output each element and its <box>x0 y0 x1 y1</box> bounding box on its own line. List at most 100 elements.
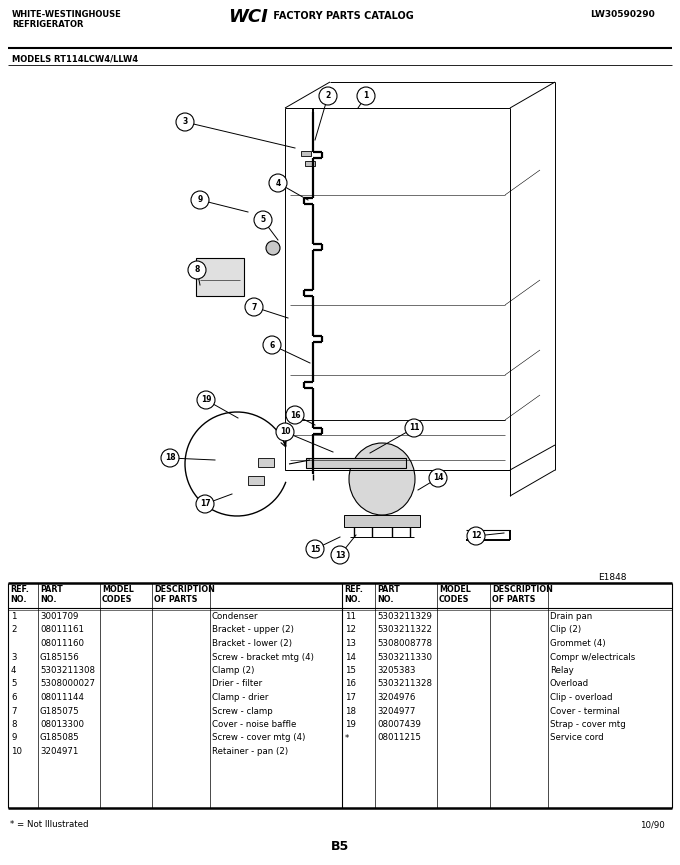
Text: 08011215: 08011215 <box>377 734 421 742</box>
Text: FACTORY PARTS CATALOG: FACTORY PARTS CATALOG <box>270 11 413 21</box>
Circle shape <box>269 174 287 192</box>
Text: 5303211328: 5303211328 <box>377 680 432 689</box>
Text: 1: 1 <box>11 612 16 621</box>
Text: MODEL
CODES: MODEL CODES <box>102 585 134 605</box>
Text: Drain pan: Drain pan <box>550 612 592 621</box>
Ellipse shape <box>349 443 415 515</box>
Text: 4: 4 <box>275 178 281 188</box>
FancyBboxPatch shape <box>258 458 274 467</box>
Circle shape <box>245 298 263 316</box>
Text: 5303211329: 5303211329 <box>377 612 432 621</box>
Text: Drier - filter: Drier - filter <box>212 680 262 689</box>
Text: G185075: G185075 <box>40 707 80 715</box>
Text: 8: 8 <box>194 266 200 274</box>
Text: Clip - overload: Clip - overload <box>550 693 613 702</box>
Text: 19: 19 <box>345 720 356 729</box>
Text: Relay: Relay <box>550 666 574 675</box>
Text: 5303211330: 5303211330 <box>377 652 432 662</box>
Circle shape <box>161 449 179 467</box>
Circle shape <box>357 87 375 105</box>
Text: Cover - terminal: Cover - terminal <box>550 707 620 715</box>
FancyBboxPatch shape <box>344 515 420 527</box>
Text: PART
NO.: PART NO. <box>40 585 63 605</box>
Text: Clamp (2): Clamp (2) <box>212 666 254 675</box>
FancyBboxPatch shape <box>196 258 244 296</box>
Text: 3205383: 3205383 <box>377 666 415 675</box>
Text: LW30590290: LW30590290 <box>590 10 655 19</box>
Text: G185085: G185085 <box>40 734 80 742</box>
FancyBboxPatch shape <box>305 161 315 166</box>
Text: Service cord: Service cord <box>550 734 604 742</box>
Text: 6: 6 <box>269 341 275 349</box>
Text: 6: 6 <box>11 693 16 702</box>
Text: MODEL
CODES: MODEL CODES <box>439 585 471 605</box>
FancyBboxPatch shape <box>248 476 264 485</box>
Circle shape <box>286 406 304 424</box>
Text: Screw - clamp: Screw - clamp <box>212 707 273 715</box>
Circle shape <box>197 391 215 409</box>
Text: 3204971: 3204971 <box>40 747 78 756</box>
Text: 08007439: 08007439 <box>377 720 421 729</box>
Circle shape <box>319 87 337 105</box>
Text: 5303211308: 5303211308 <box>40 666 95 675</box>
Text: 14: 14 <box>345 652 356 662</box>
Text: 11: 11 <box>409 424 420 432</box>
Text: DESCRIPTION
OF PARTS: DESCRIPTION OF PARTS <box>492 585 553 605</box>
Text: Grommet (4): Grommet (4) <box>550 639 606 648</box>
FancyBboxPatch shape <box>301 151 311 156</box>
Text: 7: 7 <box>252 303 256 311</box>
Text: 18: 18 <box>165 453 175 463</box>
Text: 10: 10 <box>279 427 290 437</box>
Text: 7: 7 <box>11 707 16 715</box>
Text: 08011160: 08011160 <box>40 639 84 648</box>
Text: E1848: E1848 <box>598 573 626 582</box>
Text: 17: 17 <box>345 693 356 702</box>
Text: Overload: Overload <box>550 680 589 689</box>
Circle shape <box>405 419 423 437</box>
Text: 3: 3 <box>11 652 16 662</box>
Text: 16: 16 <box>345 680 356 689</box>
Text: * = Not Illustrated: * = Not Illustrated <box>10 820 88 829</box>
Ellipse shape <box>266 241 280 255</box>
Text: 08011161: 08011161 <box>40 625 84 635</box>
Text: 8: 8 <box>11 720 16 729</box>
Circle shape <box>276 423 294 441</box>
Text: B5: B5 <box>331 840 349 853</box>
Text: 08013300: 08013300 <box>40 720 84 729</box>
Circle shape <box>176 113 194 131</box>
Text: 17: 17 <box>200 499 210 509</box>
Text: 5: 5 <box>260 215 266 225</box>
Text: 10/90: 10/90 <box>641 820 665 829</box>
Text: 11: 11 <box>345 612 356 621</box>
Text: REF.
NO.: REF. NO. <box>344 585 363 605</box>
Text: 3: 3 <box>182 118 188 126</box>
Text: G185156: G185156 <box>40 652 80 662</box>
Text: 12: 12 <box>345 625 356 635</box>
Text: 08011144: 08011144 <box>40 693 84 702</box>
Circle shape <box>254 211 272 229</box>
Text: 2: 2 <box>11 625 16 635</box>
Text: 1: 1 <box>363 92 369 100</box>
Text: DESCRIPTION
OF PARTS: DESCRIPTION OF PARTS <box>154 585 215 605</box>
Text: *: * <box>345 734 350 742</box>
Text: 5: 5 <box>11 680 16 689</box>
Text: 3001709: 3001709 <box>40 612 78 621</box>
Text: 2: 2 <box>325 92 330 100</box>
Text: WHITE-WESTINGHOUSE
REFRIGERATOR: WHITE-WESTINGHOUSE REFRIGERATOR <box>12 10 122 29</box>
Circle shape <box>429 469 447 487</box>
Text: REF.
NO.: REF. NO. <box>10 585 29 605</box>
Text: 4: 4 <box>11 666 16 675</box>
Circle shape <box>196 495 214 513</box>
Text: 18: 18 <box>345 707 356 715</box>
Text: WCI: WCI <box>228 8 268 26</box>
Circle shape <box>263 336 281 354</box>
Text: Cover - noise baffle: Cover - noise baffle <box>212 720 296 729</box>
Text: 16: 16 <box>290 411 301 420</box>
Text: 3204976: 3204976 <box>377 693 415 702</box>
Text: Bracket - upper (2): Bracket - upper (2) <box>212 625 294 635</box>
Text: 15: 15 <box>310 544 320 554</box>
Text: 13: 13 <box>345 639 356 648</box>
Circle shape <box>306 540 324 558</box>
Text: 9: 9 <box>11 734 16 742</box>
Circle shape <box>467 527 485 545</box>
